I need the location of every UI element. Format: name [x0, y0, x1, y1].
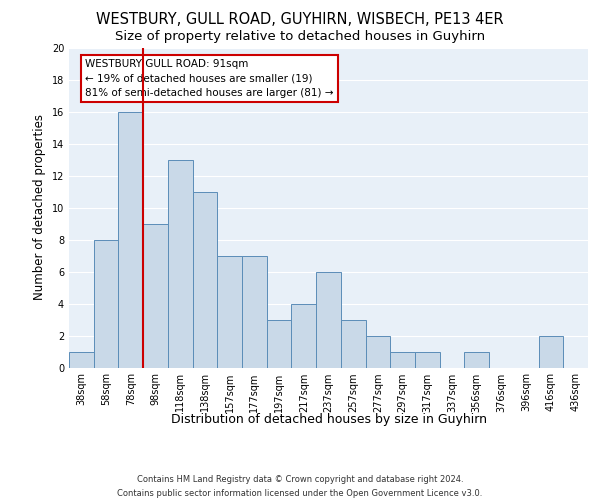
Bar: [267, 320, 292, 368]
Bar: [69, 352, 94, 368]
Bar: [341, 320, 365, 368]
Bar: [365, 336, 390, 368]
Text: Size of property relative to detached houses in Guyhirn: Size of property relative to detached ho…: [115, 30, 485, 43]
Text: WESTBURY GULL ROAD: 91sqm
← 19% of detached houses are smaller (19)
81% of semi-: WESTBURY GULL ROAD: 91sqm ← 19% of detac…: [85, 58, 334, 98]
Bar: [292, 304, 316, 368]
Bar: [94, 240, 118, 368]
Bar: [539, 336, 563, 368]
Bar: [193, 192, 217, 368]
Bar: [217, 256, 242, 368]
Bar: [168, 160, 193, 368]
Bar: [316, 272, 341, 368]
Bar: [118, 112, 143, 368]
Y-axis label: Number of detached properties: Number of detached properties: [33, 114, 46, 300]
Text: Contains HM Land Registry data © Crown copyright and database right 2024.
Contai: Contains HM Land Registry data © Crown c…: [118, 476, 482, 498]
Bar: [415, 352, 440, 368]
Bar: [143, 224, 168, 368]
Text: WESTBURY, GULL ROAD, GUYHIRN, WISBECH, PE13 4ER: WESTBURY, GULL ROAD, GUYHIRN, WISBECH, P…: [96, 12, 504, 28]
Text: Distribution of detached houses by size in Guyhirn: Distribution of detached houses by size …: [171, 412, 487, 426]
Bar: [390, 352, 415, 368]
Bar: [242, 256, 267, 368]
Bar: [464, 352, 489, 368]
